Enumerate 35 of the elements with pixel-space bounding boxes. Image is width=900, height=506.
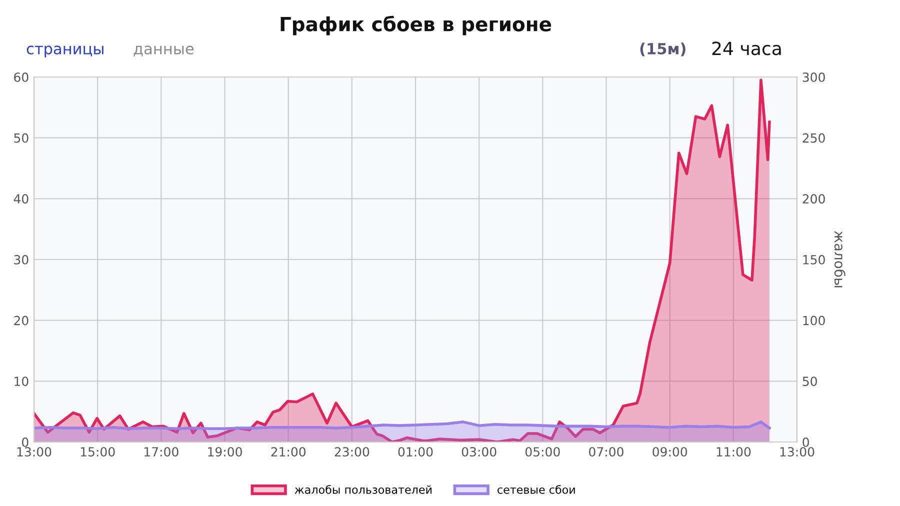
y2-tick-label: 50 (802, 376, 817, 386)
y-tick-label: 40 (14, 194, 28, 204)
text: страницы (26, 46, 104, 58)
x-tick-label: 13:00 (17, 447, 52, 457)
y-tick-label: 10 (14, 376, 28, 386)
x-tick-label: 23:00 (334, 447, 370, 457)
x-tick-label: 01:00 (398, 447, 433, 457)
legend-label: сетевые сбои (498, 485, 575, 494)
y2-tick-label: 250 (802, 133, 825, 143)
x-tick-label: 09:00 (652, 447, 688, 457)
x-tick-label: 13:00 (780, 447, 814, 457)
y2-tick-label: 300 (802, 72, 825, 82)
y-tick-label: 60 (14, 72, 28, 82)
chart-title: График сбоев в регионе (280, 16, 552, 36)
y2-tick-label: 200 (802, 194, 825, 204)
x-tick-label: 11:00 (716, 447, 751, 457)
y2-axis-title: жалобы (834, 231, 846, 288)
y2-tick-label: 100 (803, 316, 825, 326)
x-tick-label: 17:00 (144, 447, 178, 457)
text: данные (134, 46, 194, 56)
x-tick-label: 15:00 (80, 447, 115, 457)
x-tick-label: 21:00 (271, 447, 306, 457)
x-tick-label: 07:00 (589, 447, 624, 457)
x-tick-label: 19:00 (208, 447, 242, 457)
text: (15м) (640, 42, 686, 56)
y2-tick-label: 0 (802, 437, 809, 447)
x-tick-label: 05:00 (525, 447, 560, 457)
y-tick-label: 50 (14, 133, 28, 143)
y-tick-label: 30 (14, 254, 28, 264)
y2-tick-label: 150 (803, 254, 825, 264)
y-tick-label: 0 (22, 437, 28, 447)
x-tick-label: 03:00 (462, 447, 496, 457)
legend-label: жалобы пользователей (294, 485, 432, 494)
text: 24 часа (712, 42, 781, 56)
y-tick-label: 20 (14, 316, 28, 326)
